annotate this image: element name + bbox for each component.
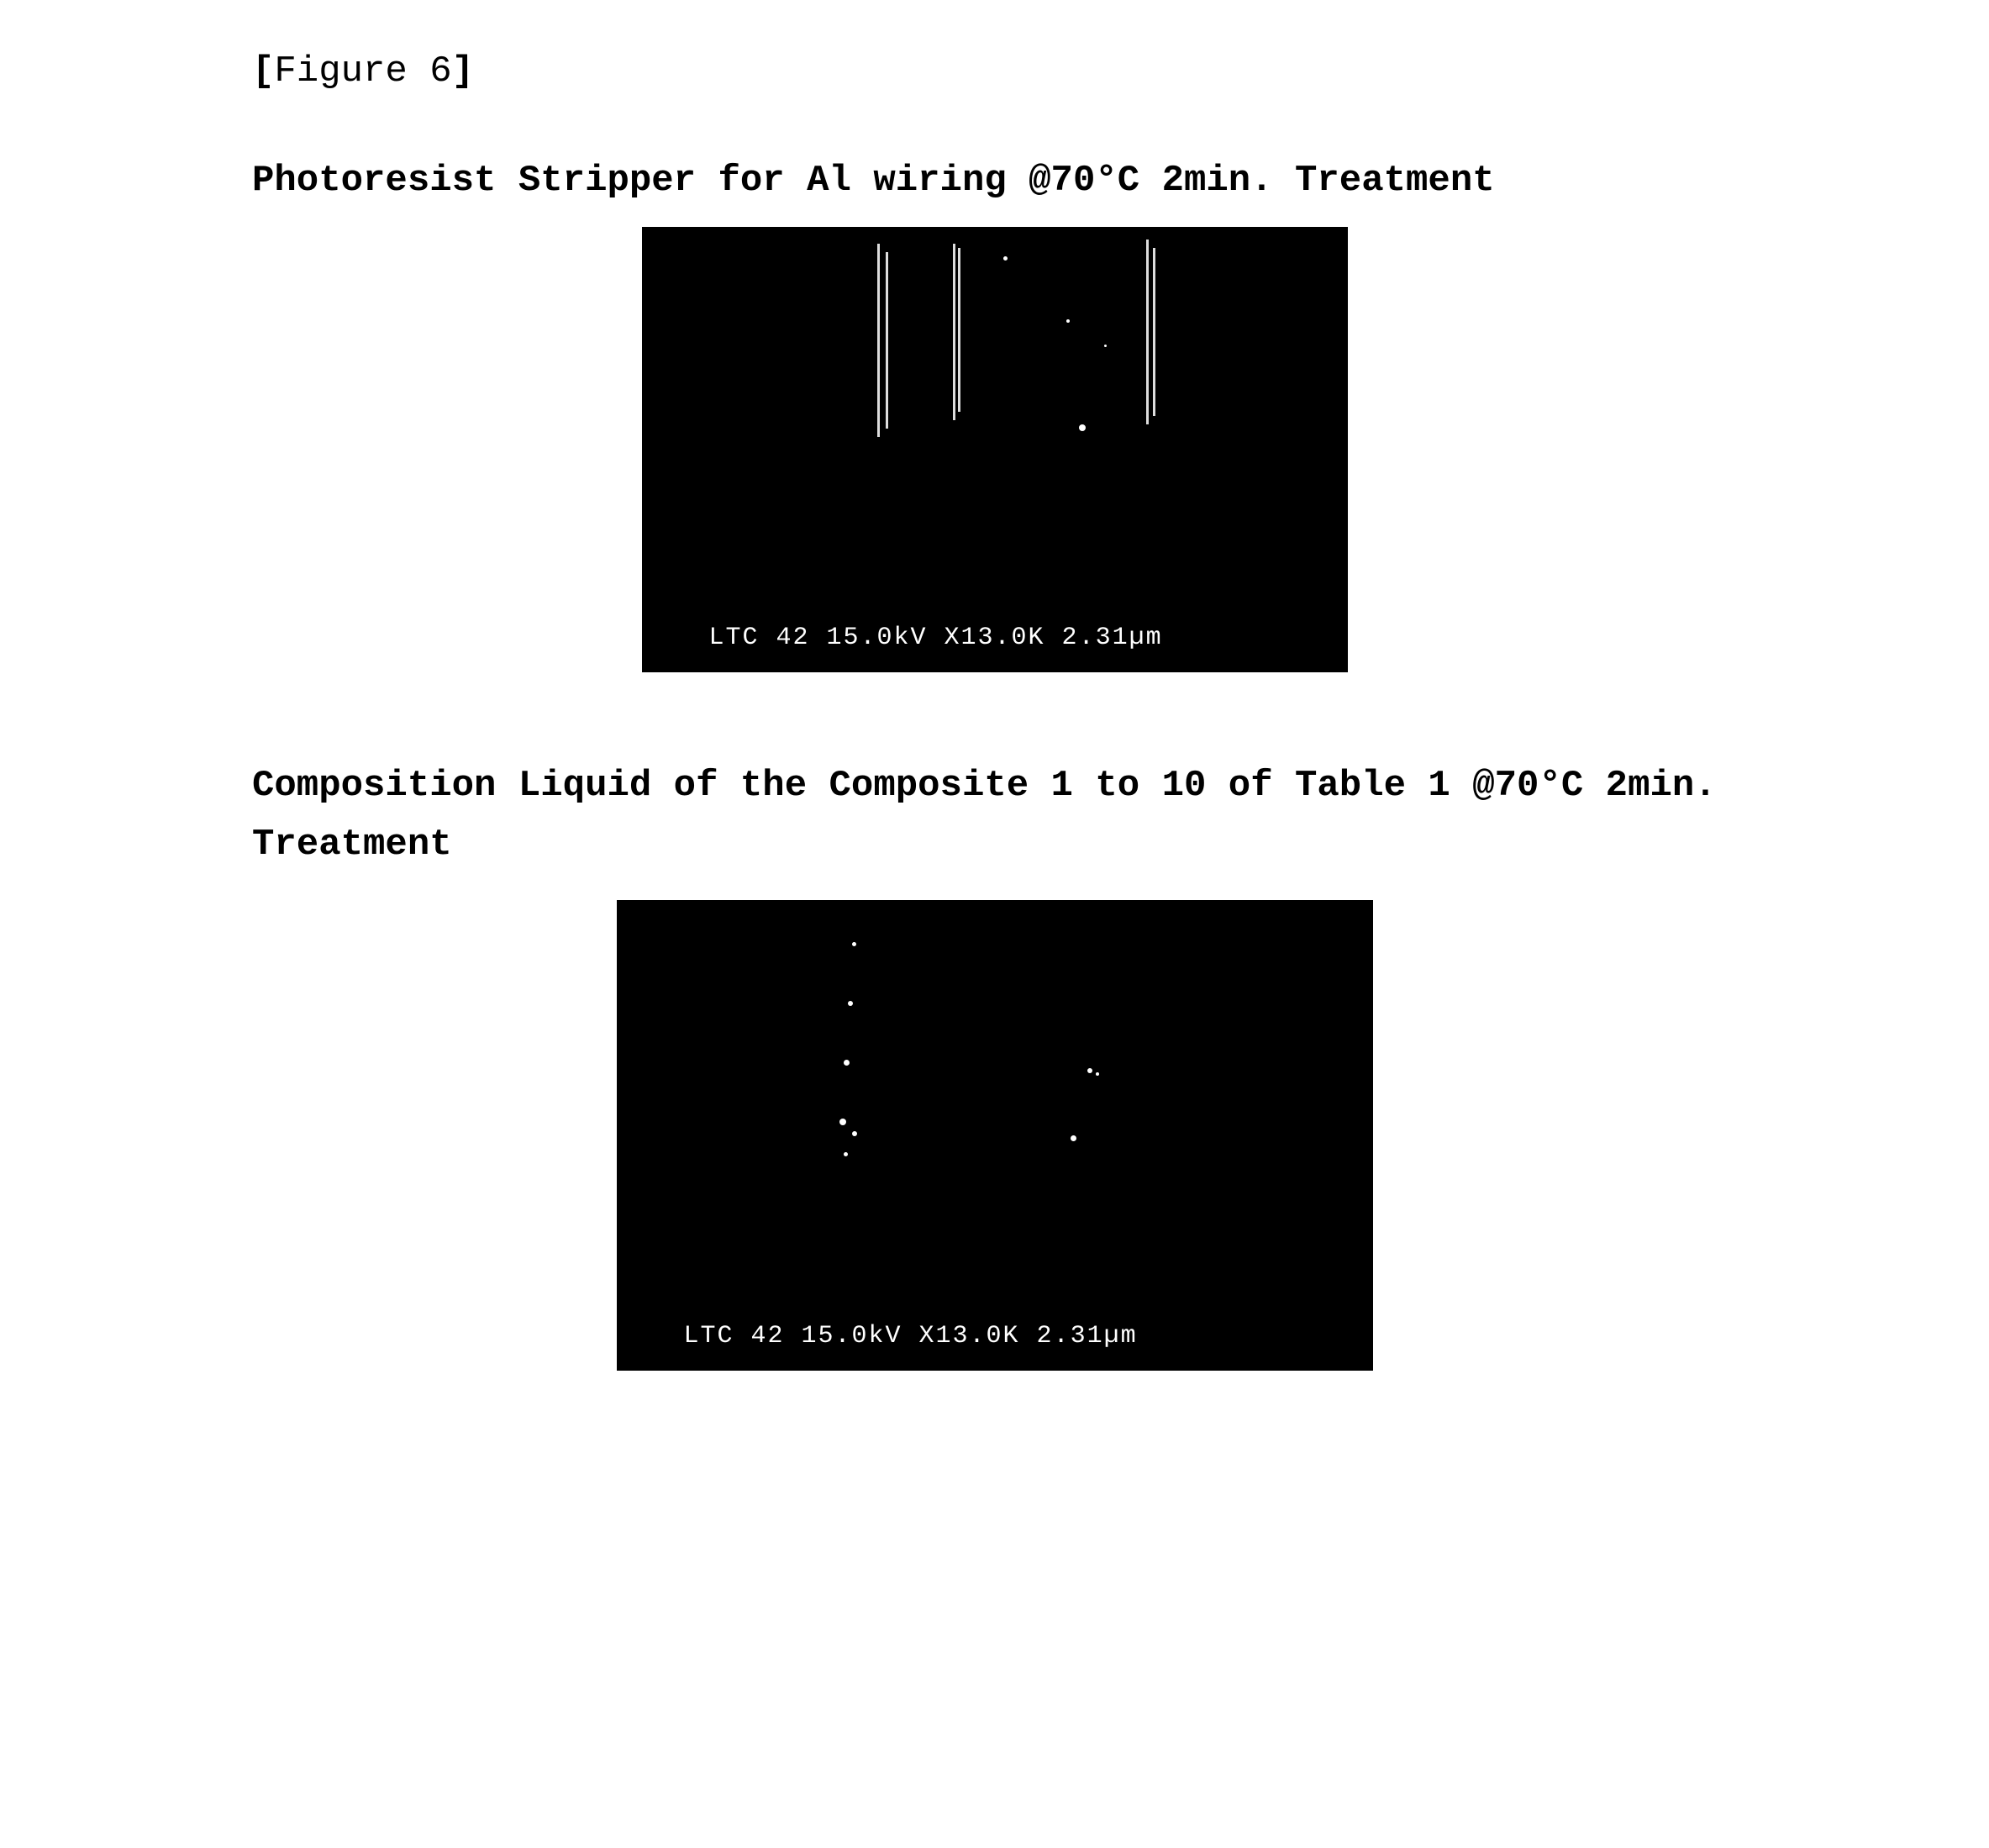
image-streak — [958, 248, 960, 412]
section1-image-container: LTC 42 15.0kV X13.0K 2.31µm — [252, 227, 1737, 672]
image-speck — [1071, 1135, 1076, 1141]
image-speck — [852, 942, 856, 946]
image-speck — [848, 1001, 853, 1006]
image-speck — [1104, 345, 1107, 347]
figure-label-text: Figure 6 — [274, 50, 451, 92]
bracket-open: [ — [252, 50, 274, 92]
image-streak — [1153, 248, 1155, 416]
image-speck — [1003, 256, 1008, 261]
sem-image-2: LTC 42 15.0kV X13.0K 2.31µm — [617, 900, 1373, 1371]
image-speck — [1066, 319, 1070, 323]
figure-label: [Figure 6] — [252, 50, 1737, 92]
sem-image-1: LTC 42 15.0kV X13.0K 2.31µm — [642, 227, 1348, 672]
image-streak — [886, 252, 888, 429]
image-speck — [844, 1152, 848, 1156]
image-streak — [877, 244, 880, 437]
bracket-close: ] — [452, 50, 474, 92]
image-speck — [1096, 1072, 1099, 1076]
section1-heading: Photoresist Stripper for Al wiring @70°C… — [252, 160, 1737, 202]
sem-image-1-caption: LTC 42 15.0kV X13.0K 2.31µm — [709, 624, 1163, 652]
image-streak — [1146, 240, 1149, 424]
image-speck — [852, 1131, 857, 1136]
section2-heading: Composition Liquid of the Composite 1 to… — [252, 756, 1737, 875]
sem-image-2-caption: LTC 42 15.0kV X13.0K 2.31µm — [684, 1322, 1138, 1350]
section2-image-container: LTC 42 15.0kV X13.0K 2.31µm — [252, 900, 1737, 1371]
image-streak — [953, 244, 955, 420]
image-speck — [839, 1119, 846, 1125]
image-speck — [1079, 424, 1086, 431]
image-speck — [844, 1060, 850, 1066]
image-speck — [1087, 1068, 1092, 1073]
